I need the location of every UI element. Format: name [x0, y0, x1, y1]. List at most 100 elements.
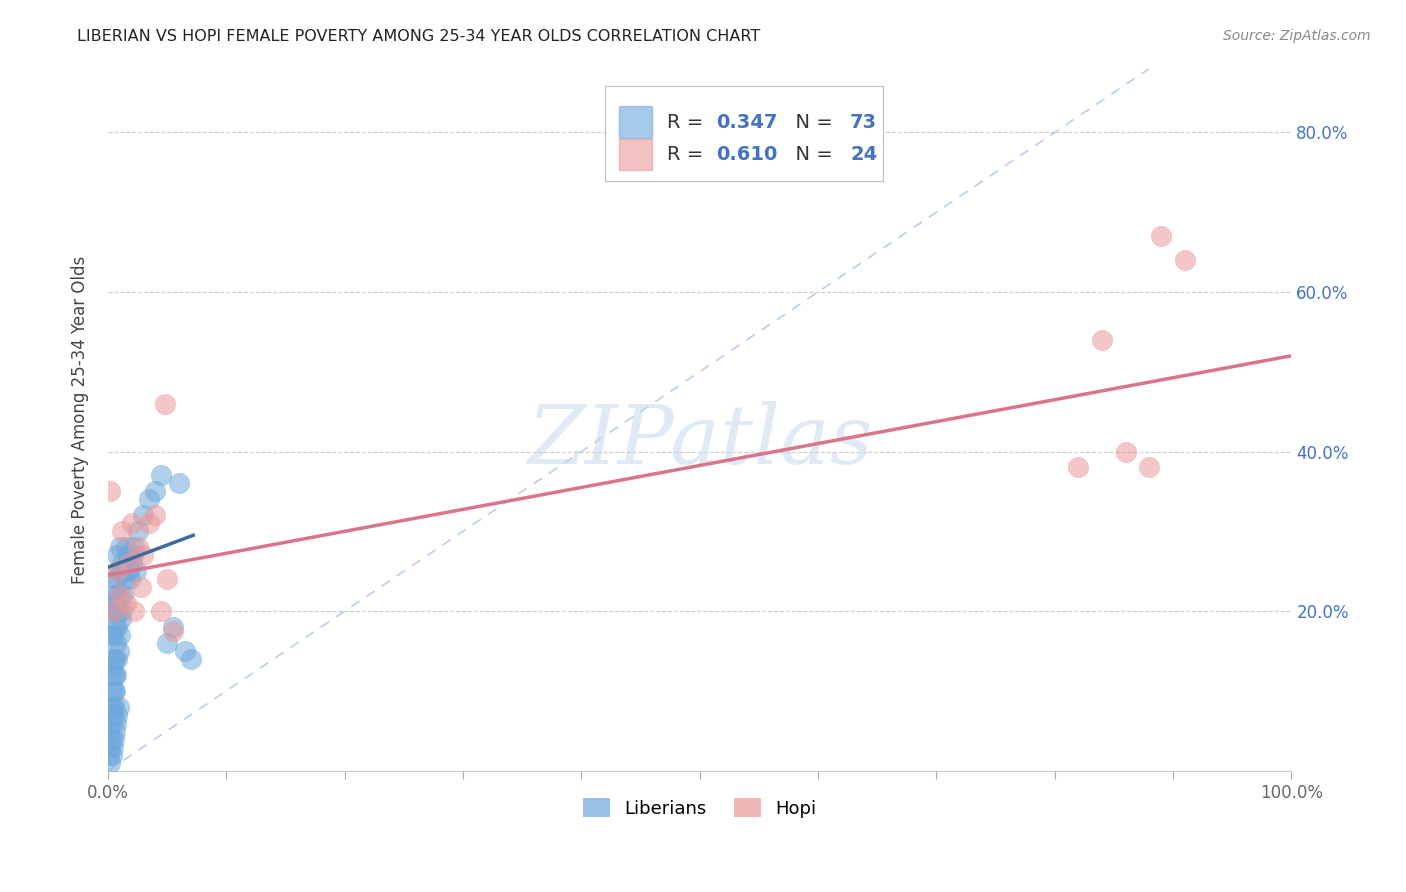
Point [121, 548, 143, 562]
Point [121, 556, 143, 570]
Point [104, 684, 127, 698]
Point [100, 660, 122, 674]
Point [105, 715, 128, 730]
Point [107, 548, 129, 562]
Point [118, 556, 141, 570]
Point [1091, 333, 1114, 347]
Text: N =: N = [783, 112, 838, 132]
Point [98, 747, 121, 762]
Point [103, 699, 125, 714]
Point [114, 572, 136, 586]
FancyBboxPatch shape [605, 86, 883, 181]
Point [156, 572, 179, 586]
Point [108, 628, 131, 642]
Point [104, 652, 127, 666]
Point [1139, 460, 1161, 475]
Point [122, 541, 145, 555]
Point [104, 596, 127, 610]
Point [98, 699, 121, 714]
Point [107, 604, 129, 618]
Point [115, 556, 138, 570]
Point [105, 668, 128, 682]
Point [98, 484, 121, 499]
Point [101, 699, 124, 714]
Point [129, 580, 152, 594]
Point [103, 588, 125, 602]
Point [103, 684, 125, 698]
Point [138, 492, 160, 507]
Point [107, 564, 129, 578]
Point [180, 652, 202, 666]
Text: 0.610: 0.610 [716, 145, 778, 164]
Point [108, 588, 131, 602]
Point [111, 556, 134, 570]
Point [103, 604, 125, 618]
Point [132, 508, 155, 523]
Point [162, 620, 184, 634]
Text: R =: R = [666, 112, 709, 132]
Point [107, 564, 129, 578]
Text: 0.347: 0.347 [716, 112, 778, 132]
Point [111, 524, 134, 539]
Text: Source: ZipAtlas.com: Source: ZipAtlas.com [1223, 29, 1371, 43]
Point [112, 588, 135, 602]
Point [117, 548, 139, 562]
Point [150, 468, 173, 483]
Point [110, 564, 132, 578]
Point [107, 652, 129, 666]
Point [101, 739, 124, 754]
Point [107, 707, 129, 722]
Point [143, 508, 166, 523]
Point [143, 484, 166, 499]
Point [1150, 229, 1173, 244]
Point [100, 684, 122, 698]
Point [138, 516, 160, 531]
Point [101, 628, 124, 642]
Point [114, 541, 136, 555]
Point [111, 604, 134, 618]
Point [127, 541, 149, 555]
Point [121, 516, 143, 531]
Point [114, 564, 136, 578]
Point [153, 397, 176, 411]
Point [107, 699, 129, 714]
Point [104, 723, 127, 738]
Point [122, 604, 145, 618]
Text: 24: 24 [851, 145, 877, 164]
Y-axis label: Female Poverty Among 25-34 Year Olds: Female Poverty Among 25-34 Year Olds [72, 255, 89, 583]
Point [1067, 460, 1090, 475]
Legend: Liberians, Hopi: Liberians, Hopi [575, 791, 824, 825]
Point [98, 756, 121, 770]
Point [100, 731, 122, 746]
Point [107, 588, 129, 602]
Point [156, 636, 179, 650]
Point [100, 628, 122, 642]
Point [107, 620, 129, 634]
Text: R =: R = [666, 145, 709, 164]
Point [104, 668, 127, 682]
Point [98, 739, 121, 754]
Text: N =: N = [783, 145, 838, 164]
Point [110, 612, 132, 626]
Point [101, 604, 124, 618]
Point [107, 644, 129, 658]
Point [162, 624, 184, 638]
Point [101, 707, 124, 722]
Text: LIBERIAN VS HOPI FEMALE POVERTY AMONG 25-34 YEAR OLDS CORRELATION CHART: LIBERIAN VS HOPI FEMALE POVERTY AMONG 25… [77, 29, 761, 44]
Point [105, 572, 128, 586]
Point [100, 747, 122, 762]
Point [100, 715, 122, 730]
Point [118, 564, 141, 578]
Point [125, 564, 148, 578]
Text: ZIPatlas: ZIPatlas [527, 401, 873, 481]
Text: 73: 73 [851, 112, 877, 132]
Bar [619, 138, 652, 170]
Point [103, 652, 125, 666]
Point [127, 524, 149, 539]
Point [114, 596, 136, 610]
Point [1115, 444, 1137, 458]
Point [120, 572, 142, 586]
Point [105, 604, 128, 618]
Point [108, 541, 131, 555]
Point [108, 588, 131, 602]
